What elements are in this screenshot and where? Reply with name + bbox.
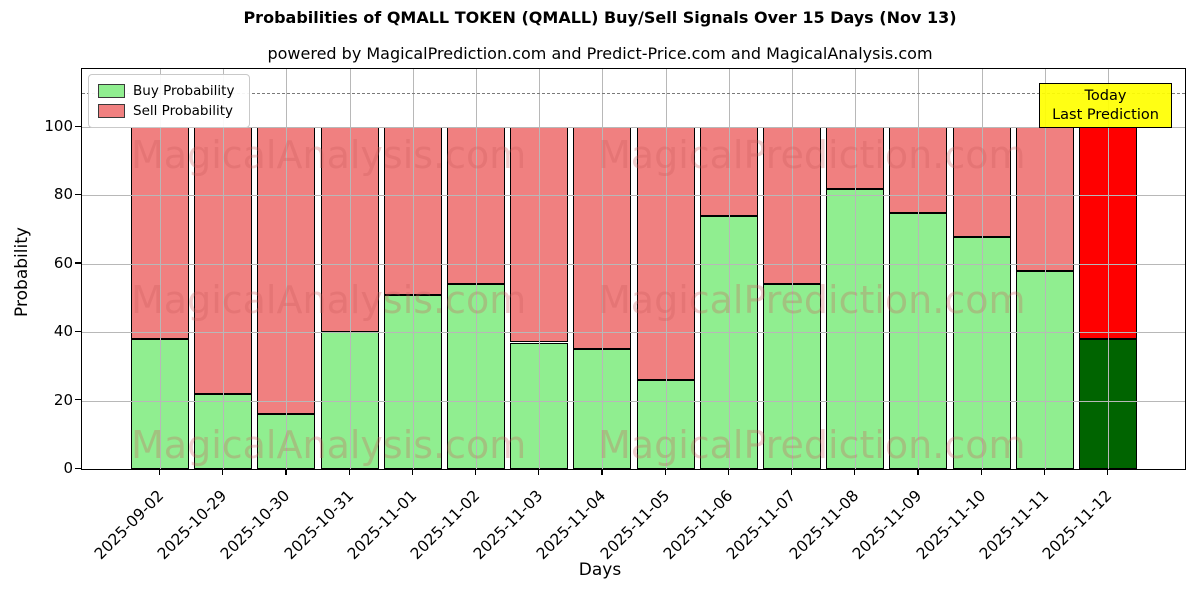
y-tick-label: 20 <box>53 390 73 409</box>
x-tick-mark <box>159 469 161 475</box>
x-tick-mark <box>980 469 982 475</box>
x-tick-mark <box>917 469 919 475</box>
plot-area: MagicalAnalysis.com MagicalPrediction.com… <box>81 68 1186 470</box>
watermark-text: MagicalPrediction.com <box>598 133 1026 177</box>
x-axis-label: Days <box>578 560 622 580</box>
chart-title: Probabilities of QMALL TOKEN (QMALL) Buy… <box>243 8 957 27</box>
watermark-text: MagicalPrediction.com <box>598 278 1026 322</box>
gridline-v <box>223 69 225 469</box>
x-tick-label: 2025-11-03 <box>470 486 547 564</box>
x-tick-label: 2025-09-02 <box>90 486 168 564</box>
x-tick-mark <box>854 469 856 475</box>
watermark-text: MagicalAnalysis.com <box>131 278 527 322</box>
x-tick-mark <box>727 469 729 475</box>
x-tick-label: 2025-11-09 <box>849 486 926 564</box>
sell-swatch-icon <box>98 104 125 118</box>
gridline-v <box>412 69 414 469</box>
legend-item-buy: Buy Probability <box>98 81 240 101</box>
y-tick-mark <box>75 399 81 401</box>
today-annotation: Today Last Prediction <box>1039 83 1172 128</box>
x-tick-label: 2025-10-29 <box>154 486 231 564</box>
today-annotation-line2: Last Prediction <box>1052 106 1159 123</box>
y-tick-label: 80 <box>53 185 73 204</box>
watermark-text: MagicalAnalysis.com <box>131 423 527 467</box>
x-tick-label: 2025-11-12 <box>1038 486 1116 564</box>
x-tick-label: 2025-10-31 <box>280 486 357 564</box>
y-tick-label: 60 <box>53 253 73 272</box>
gridline-v <box>665 69 667 469</box>
gridline-v <box>1044 69 1046 469</box>
gridline-v <box>602 69 604 469</box>
gridline-v <box>349 69 351 469</box>
gridline-h-20 <box>82 400 1185 402</box>
gridline-v <box>286 69 288 469</box>
watermark-text: MagicalAnalysis.com <box>131 133 527 177</box>
x-tick-mark <box>1043 469 1045 475</box>
gridline-v <box>918 69 920 469</box>
gridline-v <box>160 69 161 469</box>
x-tick-label: 2025-10-30 <box>217 486 294 564</box>
gridline-v <box>728 69 730 469</box>
x-tick-label: 2025-11-11 <box>975 486 1053 564</box>
x-tick-mark <box>601 469 603 475</box>
y-tick-label: 40 <box>53 322 73 341</box>
chart-subtitle: powered by MagicalPrediction.com and Pre… <box>267 44 933 63</box>
x-tick-mark <box>222 469 224 475</box>
gridline-v <box>855 69 857 469</box>
y-tick-mark <box>75 193 81 196</box>
y-axis-label: Probability <box>12 227 32 317</box>
gridline-v <box>476 69 477 469</box>
y-tick-mark <box>75 262 81 264</box>
gridline-v <box>792 69 793 469</box>
x-tick-mark <box>538 469 540 475</box>
gridline-v <box>539 69 541 469</box>
watermark-text: MagicalPrediction.com <box>598 423 1026 467</box>
x-tick-label: 2025-11-05 <box>596 486 673 564</box>
threshold-dashed-line <box>82 92 1185 94</box>
x-tick-mark <box>1107 469 1109 475</box>
legend-label-buy: Buy Probability <box>133 83 235 99</box>
x-tick-label: 2025-11-06 <box>659 486 737 564</box>
x-tick-mark <box>791 469 793 475</box>
x-tick-label: 2025-11-07 <box>722 486 800 564</box>
x-tick-label: 2025-11-08 <box>786 486 863 564</box>
x-tick-label: 2025-11-04 <box>533 486 610 564</box>
gridline-h-100 <box>82 127 1185 129</box>
y-tick-mark <box>75 330 81 332</box>
y-tick-mark <box>75 467 81 469</box>
gridline-h-80 <box>82 195 1185 197</box>
gridline-v <box>1108 69 1109 469</box>
x-tick-mark <box>411 469 413 475</box>
buy-swatch-icon <box>98 84 125 98</box>
y-tick-mark <box>75 125 81 127</box>
y-tick-label: 0 <box>63 459 73 477</box>
today-annotation-line1: Today <box>1084 87 1127 104</box>
y-tick-label: 100 <box>44 117 73 136</box>
x-tick-mark <box>285 469 287 475</box>
gridline-h-60 <box>82 263 1185 265</box>
x-tick-mark <box>475 469 477 475</box>
legend-label-sell: Sell Probability <box>133 103 234 119</box>
gridline-h-40 <box>82 332 1185 334</box>
x-tick-label: 2025-11-01 <box>343 486 421 564</box>
gridline-v <box>981 69 983 469</box>
x-tick-mark <box>664 469 666 475</box>
legend-item-sell: Sell Probability <box>98 101 240 121</box>
x-tick-label: 2025-11-02 <box>406 486 484 564</box>
x-tick-label: 2025-11-10 <box>912 486 989 564</box>
x-tick-mark <box>348 469 350 475</box>
legend: Buy Probability Sell Probability <box>88 74 250 128</box>
